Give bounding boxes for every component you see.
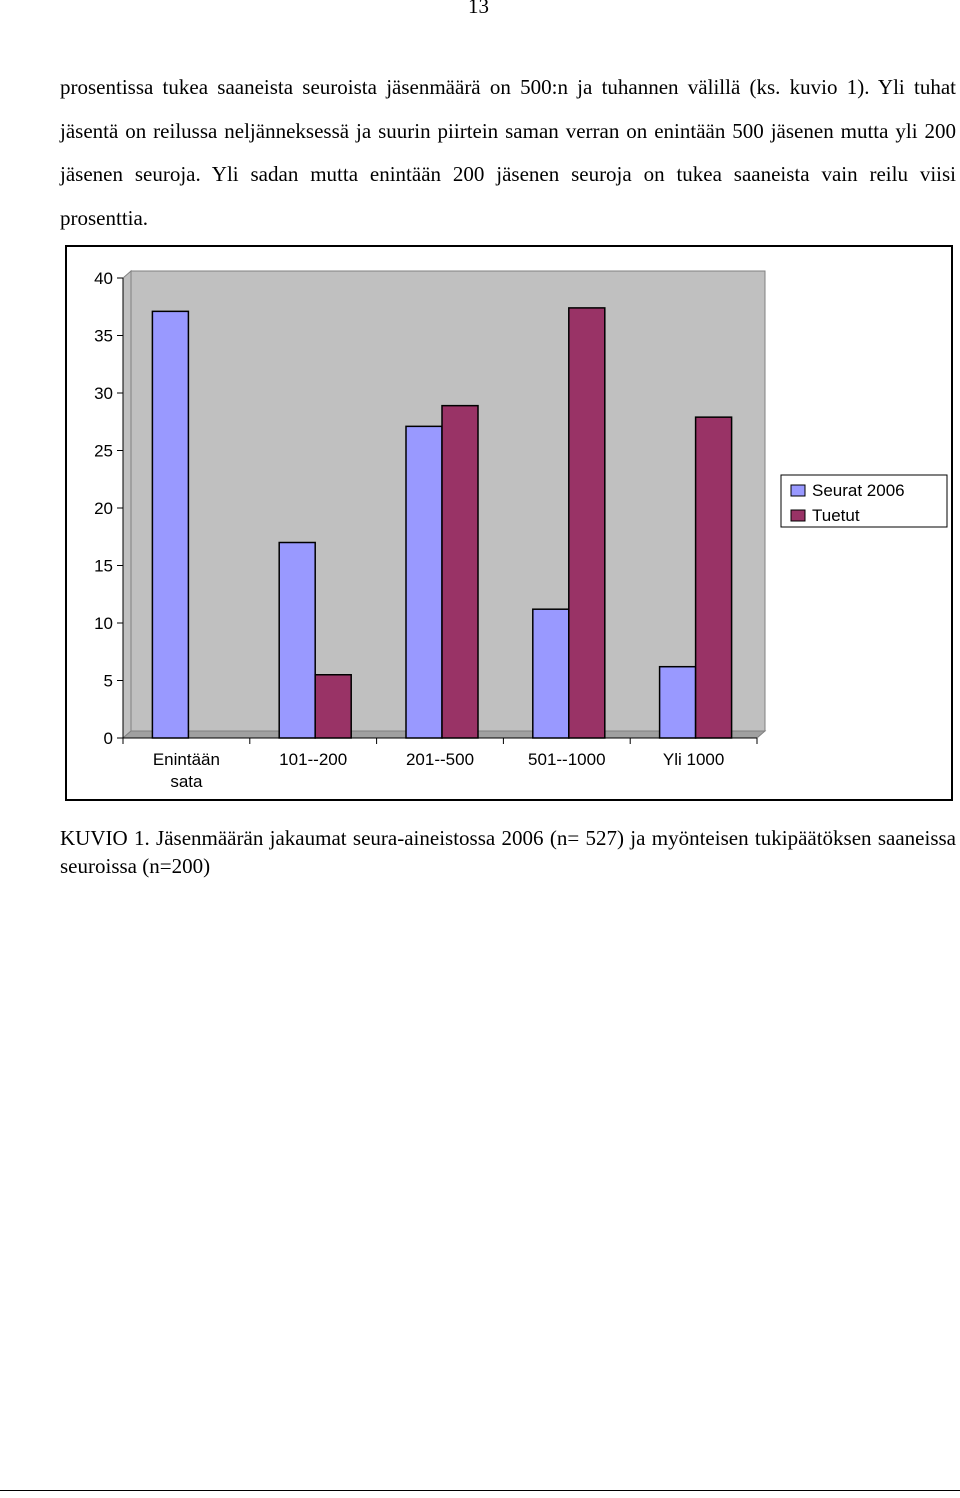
bar-seurat-2006 [278, 541, 316, 739]
chart-frame: 0 5 10 15 20 25 30 35 40 Enintään sata 101--200 201-… [65, 245, 953, 801]
legend-swatch [790, 484, 806, 497]
legend-label: Seurat 2006 [812, 481, 905, 500]
category-label: Yli 1000 [663, 750, 724, 769]
bar-seurat-2006 [151, 310, 190, 739]
body-paragraph: prosentissa tukea saaneista seuroista jä… [60, 75, 956, 230]
page-number: 13 [468, 0, 489, 18]
bar-seurat-2006 [532, 608, 570, 739]
y-tick-label: 35 [94, 327, 113, 346]
y-tick-label: 20 [94, 499, 113, 518]
category-label: 501--1000 [528, 750, 606, 769]
legend-box [780, 474, 948, 528]
bar-tuetut [694, 416, 733, 739]
category-label: 201--500 [406, 750, 474, 769]
category-label: 101--200 [279, 750, 347, 769]
y-tick-label: 5 [104, 672, 113, 691]
plot-side-wall [122, 269, 132, 740]
category-label: Enintään [153, 750, 220, 769]
y-tick-label: 25 [94, 442, 113, 461]
legend-label: Tuetut [812, 506, 860, 525]
y-tick-label: 10 [94, 614, 113, 633]
y-tick-label: 0 [104, 729, 113, 748]
category-label: sata [170, 772, 203, 791]
bar-seurat-2006 [658, 665, 697, 739]
footer-rule [0, 1490, 960, 1491]
bar-seurat-2006 [405, 425, 443, 739]
bar-tuetut [441, 404, 479, 739]
bar-tuetut [568, 307, 606, 739]
y-tick-label: 40 [94, 269, 113, 288]
y-tick-label: 30 [94, 384, 113, 403]
figure-caption: KUVIO 1. Jäsenmäärän jakaumat seura-aine… [60, 826, 956, 878]
y-tick-label: 15 [94, 557, 113, 576]
bar-tuetut [314, 674, 352, 739]
bar-chart: 0 5 10 15 20 25 30 35 40 Enintään sata 101--200 201-… [94, 269, 948, 791]
legend-swatch [790, 509, 806, 522]
